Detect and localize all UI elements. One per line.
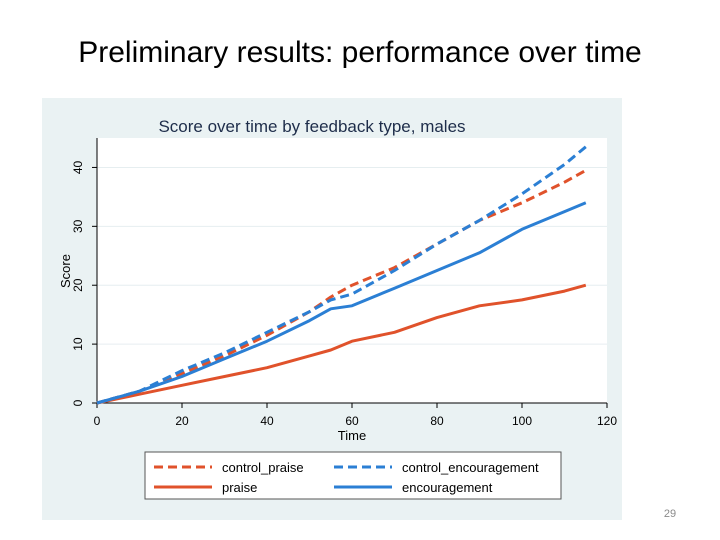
- plot-area: [97, 138, 607, 403]
- y-tick-label: 0: [71, 399, 85, 406]
- series-line-control-praise: [96, 169, 587, 405]
- y-tick-label: 20: [71, 278, 85, 292]
- chart-title: Score over time by feedback type, males: [158, 117, 465, 136]
- legend-label-praise: praise: [222, 480, 257, 495]
- x-tick-label: 100: [512, 414, 532, 428]
- page-number: 29: [663, 508, 677, 520]
- y-tick-label: 40: [71, 160, 85, 174]
- y-tick-label: 10: [71, 337, 85, 351]
- series-line-control-encouragement: [96, 145, 587, 405]
- legend-label-control-encouragement: control_encouragement: [402, 460, 539, 475]
- legend-box: [144, 451, 562, 500]
- chart-panel: 0 10 20 30 40 0 20 40 60 80 100 120 Score over time…: [42, 98, 622, 520]
- x-tick-label: 0: [94, 414, 101, 428]
- x-tick-label: 80: [430, 414, 444, 428]
- grid-lines: [97, 166, 607, 345]
- x-tick-label: 120: [597, 414, 617, 428]
- slide-title: Preliminary results: performance over ti…: [78, 36, 642, 69]
- series-line-praise: [96, 283, 587, 405]
- y-tick-label: 30: [71, 219, 85, 233]
- legend-label-control-praise: control_praise: [222, 460, 304, 475]
- x-axis-label: Time: [338, 428, 366, 443]
- x-tick-label: 60: [345, 414, 359, 428]
- legend-label-encouragement: encouragement: [402, 480, 493, 495]
- legend: control_praise control_encouragementprais…: [144, 451, 562, 500]
- x-tick-label: 20: [175, 414, 189, 428]
- axis-ticks: 0 10 20 30 40 0 20 40 60 80 100 120: [71, 160, 617, 428]
- line-chart: 0 10 20 30 40 0 20 40 60 80 100 120 Score over time…: [58, 117, 617, 500]
- y-axis-label: Score: [58, 254, 73, 288]
- series-lines: [96, 145, 587, 405]
- x-tick-label: 40: [260, 414, 274, 428]
- series-line-encouragement: [96, 201, 587, 405]
